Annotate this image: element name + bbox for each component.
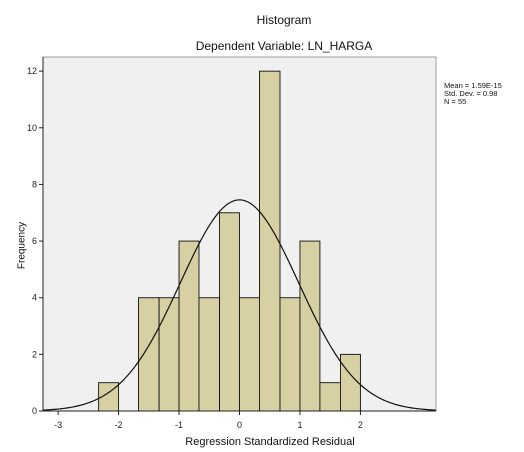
y-tick-label: 8 [32, 179, 37, 189]
chart-title: Histogram [256, 13, 312, 27]
x-tick-label: -1 [175, 420, 183, 430]
y-tick-label: 2 [32, 349, 37, 359]
x-tick-label: 2 [358, 420, 363, 430]
x-axis-label: Regression Standardized Residual [185, 436, 355, 448]
chart-subtitle: Dependent Variable: LN_HARGA [195, 39, 373, 53]
x-tick-label: 0 [237, 420, 242, 430]
stats-box: Mean = 1.59E-15 Std. Dev. = 0.98 N = 55 [444, 82, 502, 106]
x-tick-label: 1 [297, 420, 302, 430]
histogram-bar-4 [198, 297, 220, 412]
stats-mean: Mean = 1.59E-15 [444, 81, 502, 90]
histogram-bar-2 [158, 297, 180, 412]
normal-curve [42, 199, 437, 411]
histogram-bar-10 [319, 382, 341, 412]
y-tick-label: 0 [32, 406, 37, 416]
histogram-bar-8 [279, 297, 301, 412]
x-tick-label: -2 [115, 420, 123, 430]
y-tick-label: 4 [32, 293, 37, 303]
x-tick-label: -3 [54, 420, 62, 430]
histogram-bar-5 [219, 212, 240, 412]
y-tick-label: 12 [27, 66, 37, 76]
stats-n: N = 55 [444, 97, 467, 106]
histogram-bar-7 [259, 70, 281, 412]
histogram-bar-3 [178, 240, 200, 412]
y-tick-label: 10 [27, 123, 37, 133]
histogram-bar-1 [138, 297, 160, 412]
y-tick-label: 6 [32, 236, 37, 246]
histogram-bar-6 [239, 297, 260, 412]
histogram-bar-9 [299, 240, 321, 412]
stats-std-dev: Std. Dev. = 0.98 [444, 89, 498, 98]
y-axis-label: Frequency [16, 221, 28, 270]
